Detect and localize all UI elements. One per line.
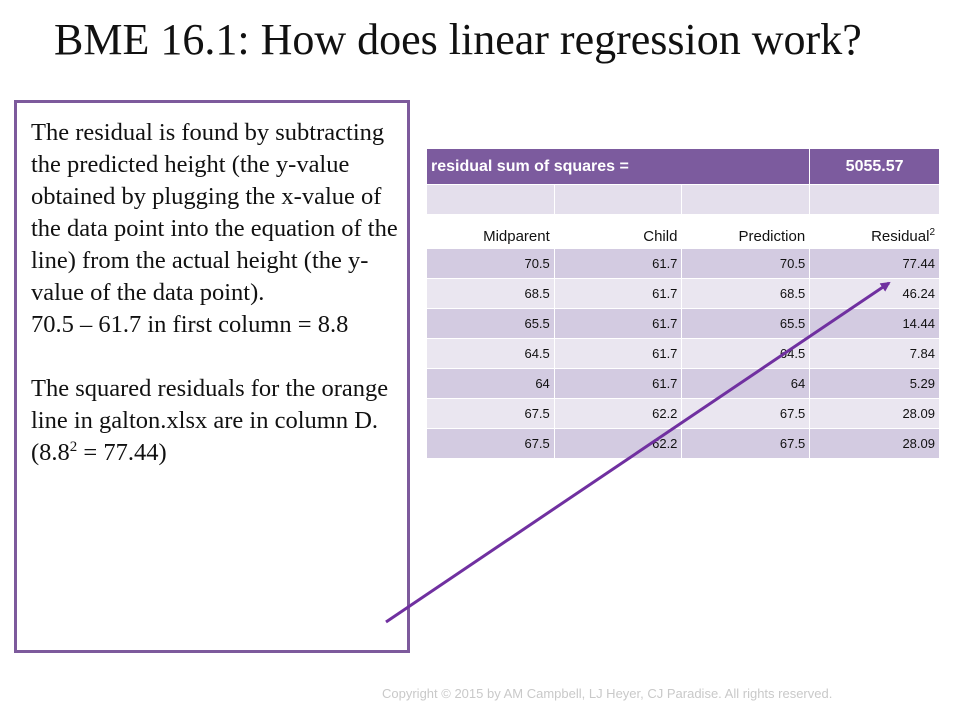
column-header-residual: Residual2: [809, 214, 940, 249]
table-row: 64 61.7 64 5.29: [426, 368, 940, 399]
explanation-paragraph-2: 70.5 – 61.7 in first column = 8.8: [31, 311, 349, 338]
paragraph-3-text: The squared residuals for the orange lin…: [31, 375, 389, 466]
residual-table: residual sum of squares = 5055.57 Midpar…: [425, 148, 940, 459]
copyright-footer: Copyright © 2015 by AM Campbell, LJ Heye…: [382, 686, 833, 701]
table-cell: 28.09: [809, 428, 940, 459]
blank-cell: [681, 184, 811, 215]
column-header-midparent: Midparent: [426, 214, 555, 249]
blank-cell: [553, 184, 683, 215]
table-cell: 67.5: [426, 398, 555, 429]
squared-superscript: 2: [69, 438, 78, 455]
table-row: 67.5 62.2 67.5 28.09: [426, 398, 940, 429]
table-cell: 64: [681, 368, 811, 399]
table-cell: 65.5: [681, 308, 811, 339]
table-row: 64.5 61.7 64.5 7.84: [426, 338, 940, 369]
table-cell: 67.5: [681, 398, 811, 429]
paragraph-spacer: [31, 341, 401, 373]
table-cell: 65.5: [426, 308, 555, 339]
table-row: 65.5 61.7 65.5 14.44: [426, 308, 940, 339]
table-cell: 61.7: [553, 248, 683, 279]
explanation-paragraph-3: The squared residuals for the orange lin…: [31, 373, 401, 469]
table-cell: 61.7: [553, 338, 683, 369]
table-cell: 46.24: [809, 278, 940, 309]
table-cell: 64: [426, 368, 555, 399]
explanation-textbox: The residual is found by subtracting the…: [14, 100, 410, 653]
table-cell: 61.7: [553, 308, 683, 339]
table-cell: 62.2: [553, 428, 683, 459]
table-cell: 14.44: [809, 308, 940, 339]
page-title: BME 16.1: How does linear regression wor…: [54, 15, 862, 64]
table-cell: 64.5: [426, 338, 555, 369]
table-cell: 61.7: [553, 368, 683, 399]
table-cell: 28.09: [809, 398, 940, 429]
table-cell: 5.29: [809, 368, 940, 399]
rss-value: 5055.57: [809, 148, 940, 185]
table-cell: 68.5: [426, 278, 555, 309]
paragraph-3-result: = 77.44): [77, 439, 167, 466]
column-header-child: Child: [553, 214, 683, 249]
table-row: 68.5 61.7 68.5 46.24: [426, 278, 940, 309]
table-cell: 61.7: [553, 278, 683, 309]
table-cell: 7.84: [809, 338, 940, 369]
table-cell: 68.5: [681, 278, 811, 309]
table-cell: 64.5: [681, 338, 811, 369]
table-cell: 70.5: [426, 248, 555, 279]
blank-cell: [426, 184, 555, 215]
table-cell: 67.5: [426, 428, 555, 459]
column-header-prediction: Prediction: [681, 214, 811, 249]
table-cell: 62.2: [553, 398, 683, 429]
blank-cell: [809, 184, 940, 215]
residual-label: Residual: [871, 228, 930, 245]
table-header-row: residual sum of squares = 5055.57: [425, 148, 940, 185]
table-row: 70.5 61.7 70.5 77.44: [426, 248, 940, 279]
table-cell: 70.5: [681, 248, 811, 279]
table-cell: 67.5: [681, 428, 811, 459]
explanation-paragraph-1: The residual is found by subtracting the…: [31, 119, 398, 306]
residual-superscript: 2: [929, 227, 935, 238]
table-cell: 77.44: [809, 248, 940, 279]
rss-label: residual sum of squares =: [425, 148, 811, 185]
table-blank-row: [426, 184, 940, 215]
table-row: 67.5 62.2 67.5 28.09: [426, 428, 940, 459]
column-header-row: Midparent Child Prediction Residual2: [426, 214, 940, 249]
